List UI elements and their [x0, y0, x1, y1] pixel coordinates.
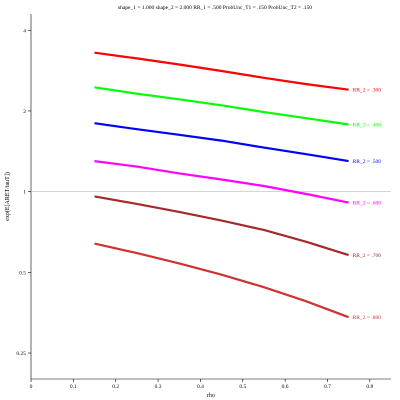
series-labels: RR_2 = .300 RR_2 = .400 RR_2 = .500 RR_2 = … [353, 88, 382, 321]
x-tick-label: 0 [30, 384, 33, 390]
x-tick-label: 0.8 [366, 384, 373, 390]
plot-area: 0 0.1 0.2 0.3 0.4 0.5 0.6 0.7 0.8 0.25 0.5 1 2 4 RR_… [16, 14, 391, 390]
series-line [94, 195, 349, 257]
x-tick-label: 0.5 [239, 384, 246, 390]
series-label: RR_2 = .300 [353, 88, 382, 94]
x-tick-label: 0.7 [324, 384, 331, 390]
chart-title: shape_1 = 1.000 shape_2 = 2.000 RR_1 = .… [118, 5, 312, 11]
series-label: RR_2 = .400 [353, 123, 382, 129]
series-line [94, 86, 349, 126]
x-tick-label: 0.2 [112, 384, 119, 390]
y-tick-label: 1 [23, 190, 26, 196]
y-tick-label: 0.5 [19, 270, 26, 276]
series-label: RR_2 = .800 [353, 315, 382, 321]
x-tick-label: 0.4 [197, 384, 204, 390]
y-tick-label: 0.25 [16, 351, 26, 357]
x-axis-title: rho [207, 393, 215, 399]
x-tick-label: 0.1 [70, 384, 77, 390]
series-group [94, 51, 349, 319]
series-line [94, 160, 349, 204]
series-label: RR_2 = .600 [353, 201, 382, 207]
series-label: RR_2 = .500 [353, 159, 382, 165]
series-line [94, 51, 349, 91]
series-line [94, 242, 349, 319]
x-tick-label: 0.6 [282, 384, 289, 390]
y-ticks: 0.25 0.5 1 2 4 [16, 28, 31, 357]
series-label: RR_2 = .700 [353, 253, 382, 259]
x-tick-label: 0.3 [155, 384, 162, 390]
y-axis-title: exp(E[ARET/tauT]) [4, 172, 11, 221]
y-tick-label: 2 [23, 109, 26, 115]
series-line [94, 122, 349, 163]
x-ticks: 0 0.1 0.2 0.3 0.4 0.5 0.6 0.7 0.8 [30, 379, 374, 390]
y-tick-label: 4 [23, 28, 26, 34]
